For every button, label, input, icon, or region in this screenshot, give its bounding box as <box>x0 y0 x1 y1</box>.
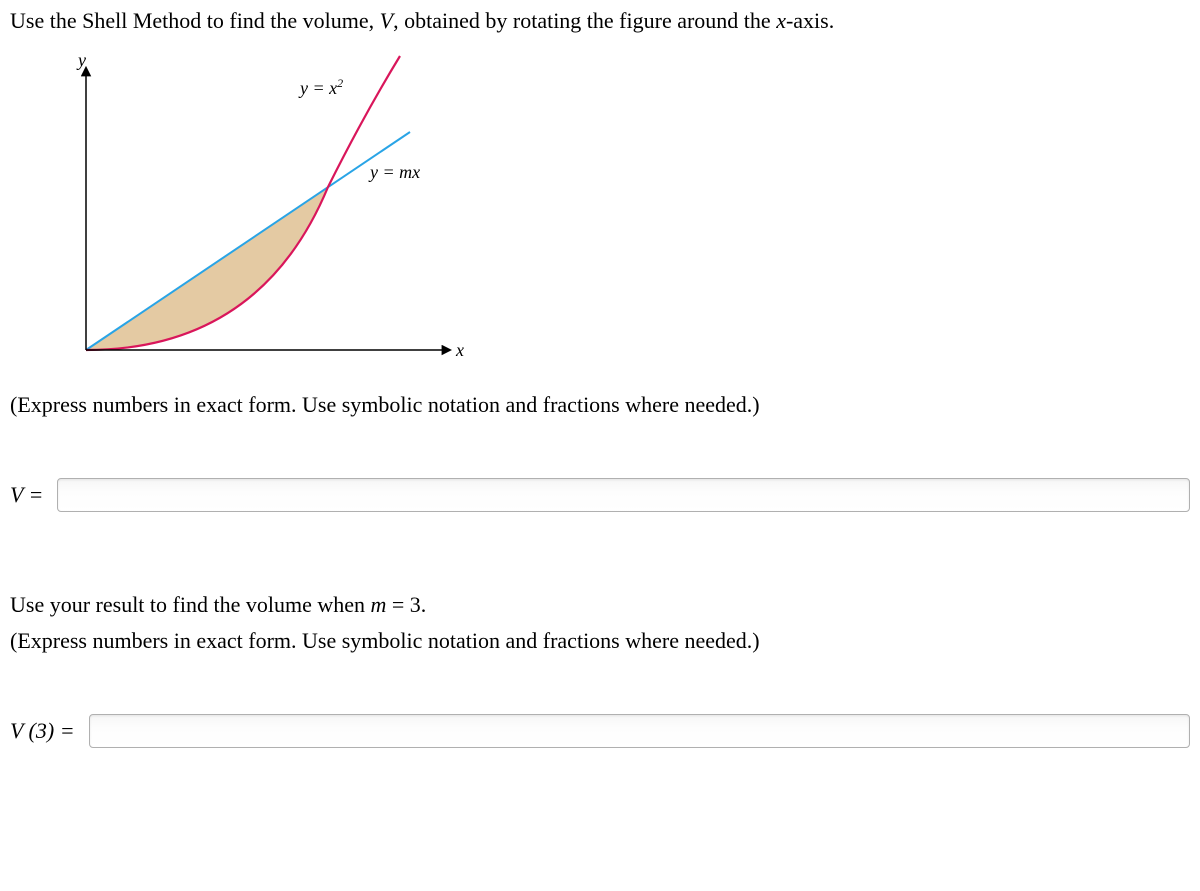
figure-svg: y x y = x2 y = mx <box>70 52 490 372</box>
prob-post: -axis. <box>786 8 834 33</box>
hint-1: (Express numbers in exact form. Use symb… <box>10 392 1190 418</box>
problem-statement: Use the Shell Method to find the volume,… <box>10 8 1190 34</box>
label-V3-sym: V <box>10 718 23 743</box>
answer-row-V3: V (3) = <box>10 714 1190 748</box>
answer-row-V: V = <box>10 478 1190 512</box>
fu-pre: Use your result to find the volume when <box>10 592 371 617</box>
prob-mid: , obtained by rotating the figure around… <box>393 8 776 33</box>
prob-V: V <box>380 8 393 33</box>
answer-input-V3[interactable] <box>89 714 1190 748</box>
prob-pre: Use the Shell Method to find the volume, <box>10 8 380 33</box>
fu-post: = 3. <box>386 592 426 617</box>
hint-2: (Express numbers in exact form. Use symb… <box>10 628 1190 654</box>
label-y-axis: y <box>76 52 86 70</box>
label-curve: y = x2 <box>298 76 343 98</box>
answer-label-V: V = <box>10 482 43 508</box>
label-line: y = mx <box>368 162 420 182</box>
figure: y x y = x2 y = mx <box>70 52 1190 378</box>
followup-text: Use your result to find the volume when … <box>10 592 1190 618</box>
prob-x: x <box>776 8 786 33</box>
answer-label-V3: V (3) = <box>10 718 75 744</box>
label-V-sym: V <box>10 482 23 507</box>
label-V3-arg: (3) = <box>23 718 75 743</box>
line-y-mx <box>86 132 410 350</box>
curve-y-x2 <box>86 56 400 350</box>
answer-input-V[interactable] <box>57 478 1190 512</box>
fu-m: m <box>371 592 387 617</box>
label-x-axis: x <box>455 340 464 360</box>
label-V-eq: = <box>23 482 43 507</box>
